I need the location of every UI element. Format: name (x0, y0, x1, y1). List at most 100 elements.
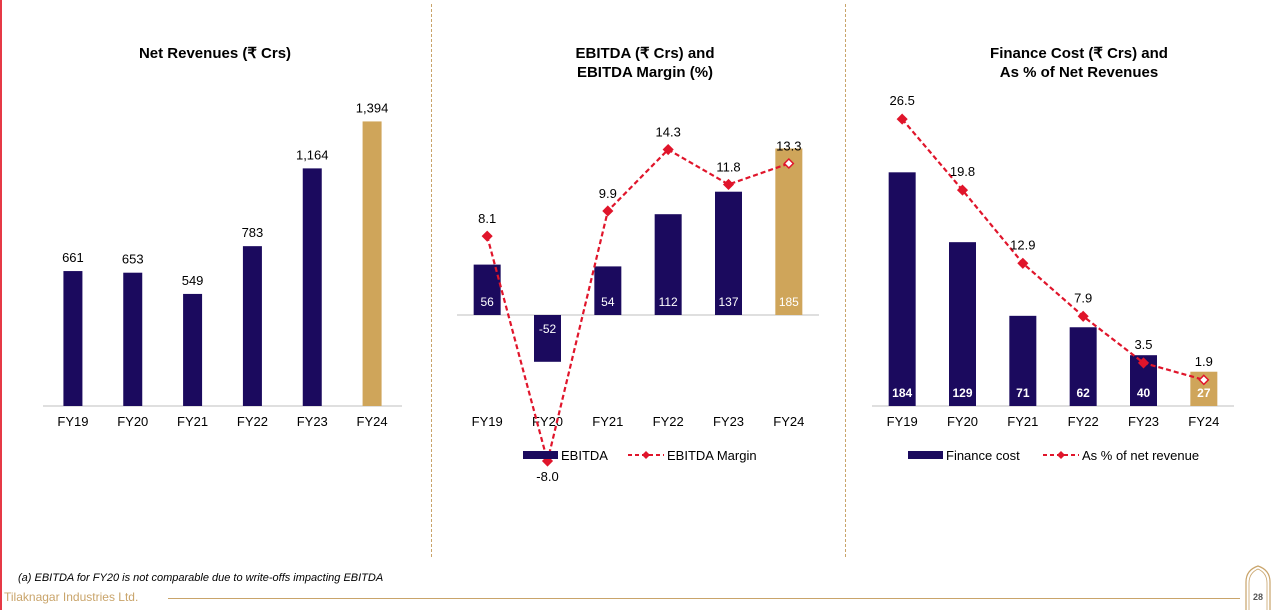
finance-bar-label-fy22: 62 (1076, 386, 1090, 400)
finance-bar-fy19 (888, 172, 916, 406)
finance-bar-fy22 (1069, 327, 1097, 406)
ebitda-x-tick-fy23: FY23 (713, 414, 744, 429)
rev-x-tick-fy23: FY23 (297, 414, 328, 429)
rev-value-label-fy21: 549 (182, 273, 204, 288)
finance-line-point-fy24 (1198, 374, 1210, 386)
left-accent-rule (0, 0, 2, 610)
ebitda-line-label-fy22: 14.3 (656, 125, 681, 140)
rev-value-label-fy20: 653 (122, 252, 144, 267)
ebitda-line-label-fy21: 9.9 (599, 186, 617, 201)
ebitda-line-point-fy21 (602, 205, 614, 217)
ebitda-line-series (486, 148, 790, 462)
panel-divider-1 (431, 4, 432, 557)
finance-legend-line-marker (1057, 451, 1065, 459)
finance-line-point-fy23 (1137, 357, 1150, 369)
finance-x-tick-fy22: FY22 (1068, 414, 1099, 429)
ebitda-bar-label-fy23: 137 (718, 295, 738, 309)
footer-rule (168, 598, 1240, 599)
finance-bar-fy21 (1009, 315, 1037, 406)
ebitda-line-point-fy23 (722, 178, 735, 191)
ebitda-bar-label-fy21: 54 (601, 295, 615, 309)
ebitda-bar-fy22 (654, 214, 682, 315)
finance-line-label-fy22: 7.9 (1074, 290, 1092, 305)
ebitda-title-line-1: EBITDA (₹ Crs) and (575, 45, 715, 62)
rev-bar-fy24 (362, 121, 382, 406)
ebitda-bar-fy20 (534, 315, 561, 362)
rev-value-label-fy22: 783 (242, 225, 264, 240)
rev-x-tick-fy20: FY20 (117, 414, 148, 429)
ebitda-bar-fy19 (473, 264, 501, 315)
ebitda-x-tick-fy20: FY20 (532, 414, 563, 429)
ebitda-line-label-fy20: -8.0 (536, 469, 558, 484)
finance-line-label-fy20: 19.8 (950, 164, 975, 179)
finance-cost-title: Finance Cost (₹ Crs) and As % of Net Rev… (904, 44, 1254, 82)
rev-bar-fy21 (183, 293, 203, 406)
finance-x-tick-fy20: FY20 (947, 414, 978, 429)
finance-title-line-2: As % of Net Revenues (999, 64, 1159, 81)
ebitda-line-label-fy19: 8.1 (478, 211, 496, 226)
page-number: 28 (1252, 592, 1263, 602)
rev-x-tick-fy19: FY19 (57, 414, 88, 429)
finance-bar-label-fy24: 27 (1197, 386, 1211, 400)
ebitda-bar-label-fy22: 112 (659, 295, 678, 309)
rev-bar-fy22 (242, 246, 262, 406)
rev-x-tick-fy21: FY21 (177, 414, 208, 429)
rev-x-tick-fy24: FY24 (357, 414, 388, 429)
ebitda-bar-label-fy20: -52 (539, 322, 557, 336)
ebitda-x-tick-fy21: FY21 (592, 414, 623, 429)
ebitda-x-tick-fy19: FY19 (472, 414, 503, 429)
rev-value-label-fy19: 661 (62, 250, 84, 265)
finance-bar-label-fy23: 40 (1137, 386, 1151, 400)
company-name: Tilaknagar Industries Ltd. (4, 590, 139, 604)
rev-bar-fy19 (63, 271, 83, 406)
ebitda-bar-fy23 (715, 191, 742, 315)
finance-line-point-fy19 (896, 113, 908, 125)
ebitda-legend-bar-swatch (523, 451, 558, 459)
ebitda-line-label-fy23: 11.8 (716, 159, 740, 174)
finance-x-tick-fy21: FY21 (1007, 414, 1038, 429)
finance-line-point-fy22 (1077, 310, 1089, 322)
finance-line-label-fy21: 12.9 (1010, 237, 1035, 252)
ebitda-bar-fy21 (594, 266, 622, 315)
footnote: (a) EBITDA for FY20 is not comparable du… (18, 572, 384, 584)
ebitda-title-line-2: EBITDA Margin (%) (576, 64, 714, 81)
rev-x-tick-fy22: FY22 (237, 414, 268, 429)
finance-x-tick-fy24: FY24 (1188, 414, 1219, 429)
ebitda-x-tick-fy24: FY24 (773, 414, 804, 429)
ebitda-bar-label-fy19: 56 (480, 295, 494, 309)
finance-bar-label-fy21: 71 (1016, 386, 1030, 400)
finance-x-tick-fy23: FY23 (1128, 414, 1159, 429)
finance-line-label-fy24: 1.9 (1195, 354, 1213, 369)
net-revenues-title: Net Revenues (₹ Crs) (138, 45, 292, 62)
finance-bar-label-fy20: 129 (952, 386, 972, 400)
finance-legend-line-label: As % of net revenue (1082, 448, 1199, 463)
finance-title-line-1: Finance Cost (₹ Crs) and (990, 45, 1168, 62)
ebitda-line-point-fy19 (481, 230, 493, 242)
ebitda-legend-line-marker (642, 451, 650, 459)
ebitda-bar-label-fy24: 185 (779, 295, 799, 309)
finance-line-point-fy20 (956, 184, 969, 196)
finance-line-series (901, 118, 1205, 381)
finance-x-tick-fy19: FY19 (887, 414, 918, 429)
ebitda-bar-fy24 (775, 148, 803, 315)
page-badge-arch-icon (1245, 565, 1271, 610)
finance-legend-bar-swatch (908, 451, 943, 459)
finance-legend-bar-label: Finance cost (946, 448, 1020, 463)
rev-value-label-fy23: 1,164 (296, 147, 329, 162)
ebitda-title: EBITDA (₹ Crs) and EBITDA Margin (%) (470, 44, 820, 82)
ebitda-x-tick-fy22: FY22 (653, 414, 684, 429)
ebitda-legend-bar-label: EBITDA (561, 448, 608, 463)
ebitda-line-point-fy22 (662, 143, 674, 156)
finance-line-label-fy23: 3.5 (1134, 337, 1152, 352)
ebitda-line-label-fy24: 13.3 (776, 138, 801, 153)
rev-bar-fy23 (302, 168, 322, 406)
panel-divider-2 (845, 4, 846, 557)
rev-value-label-fy24: 1,394 (356, 100, 389, 115)
finance-line-point-fy21 (1017, 257, 1029, 269)
finance-bar-fy20 (949, 242, 976, 406)
finance-line-label-fy19: 26.5 (890, 93, 915, 108)
rev-bar-fy20 (123, 272, 143, 406)
ebitda-line-point-fy24 (783, 157, 795, 170)
ebitda-legend-line-label: EBITDA Margin (667, 448, 757, 463)
